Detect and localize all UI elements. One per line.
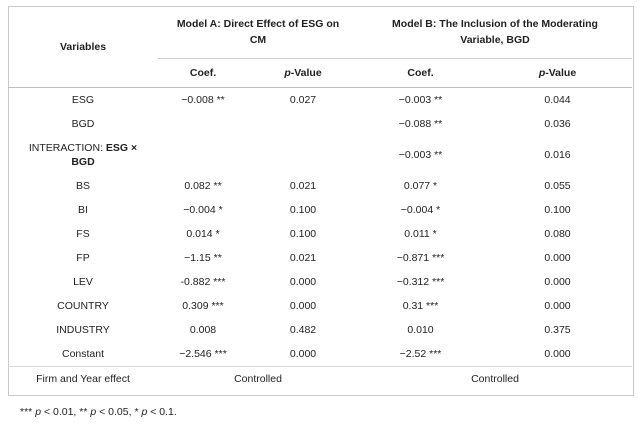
b-pvalue-cell: 0.000 (544, 348, 571, 360)
a-pvalue-cell: 0.100 (289, 204, 317, 216)
b-pvalue-cell: 0.016 (544, 149, 571, 161)
b-coef-cell: −0.871 *** (396, 252, 445, 264)
b-effects-cell: Controlled (358, 366, 632, 391)
a-pvalue-cell: 0.000 (289, 276, 317, 288)
table-row: INDUSTRY 0.008 0.482 0.010 0.375 (8, 318, 632, 342)
row-variable: INTERACTION: ESG × BGD (28, 142, 138, 168)
b-coef-cell: −2.52 *** (399, 348, 442, 360)
table-row: BS 0.082 ** 0.021 0.077 * 0.055 (8, 174, 632, 198)
a-pvalue-cell: 0.100 (289, 228, 317, 240)
a-coef-cell: −1.15 ** (184, 252, 222, 264)
table-row: FP −1.15 ** 0.021 −0.871 *** 0.000 (8, 246, 632, 270)
row-variable: BS (75, 180, 90, 192)
a-coef-cell: 0.014 * (186, 228, 220, 240)
a-pvalue-cell: 0.027 (289, 94, 317, 106)
b-pvalue-cell: 0.375 (544, 324, 571, 336)
a-pvalue-cell: 0.021 (289, 180, 317, 192)
a-coef-cell (158, 112, 248, 136)
header-model-b: Model B: The Inclusion of the Moderating… (358, 6, 632, 59)
row-variable: INDUSTRY (56, 324, 110, 336)
a-pvalue-cell (248, 136, 358, 174)
b-pvalue-cell: 0.055 (544, 180, 571, 192)
table-row: FS 0.014 * 0.100 0.011 * 0.080 (8, 222, 632, 246)
a-coef-cell (158, 136, 248, 174)
b-coef-cell: −0.088 ** (398, 118, 443, 130)
a-coef-cell: 0.008 (189, 324, 217, 336)
header-variables: Variables (8, 6, 158, 88)
b-coef-cell: −0.312 *** (396, 276, 445, 288)
a-coef-cell: -0.882 *** (180, 276, 226, 288)
table-row: ESG −0.008 ** 0.027 −0.003 ** 0.044 (8, 88, 632, 113)
header-b-pvalue: p-Value (483, 58, 632, 88)
row-variable: FP (76, 252, 90, 264)
header-b-coef: Coef. (358, 58, 483, 88)
a-pvalue-cell: 0.021 (289, 252, 317, 264)
significance-footnote: *** p < 0.01, ** p < 0.05, * p < 0.1. (20, 406, 177, 418)
a-coef-cell: −0.008 ** (181, 94, 225, 106)
table-row: Constant −2.546 *** 0.000 −2.52 *** 0.00… (8, 342, 632, 367)
a-coef-cell: −0.004 * (183, 204, 223, 216)
header-a-pvalue: p-Value (248, 58, 358, 88)
table-row: BI −0.004 * 0.100 −0.004 * 0.100 (8, 198, 632, 222)
row-variable: BGD (71, 118, 95, 130)
b-coef-cell: −0.003 ** (398, 149, 443, 161)
row-variable: COUNTRY (57, 300, 109, 312)
b-pvalue-cell: 0.100 (544, 204, 571, 216)
header-model-a: Model A: Direct Effect of ESG on CM (158, 6, 358, 59)
a-pvalue-cell (248, 112, 358, 136)
row-variable: Constant (61, 348, 105, 360)
a-coef-cell: 0.082 ** (184, 180, 222, 192)
header-a-coef: Coef. (158, 58, 248, 88)
b-pvalue-cell: 0.080 (544, 228, 571, 240)
b-pvalue-cell: 0.044 (544, 94, 571, 106)
b-coef-cell: 0.077 * (403, 180, 438, 192)
b-pvalue-cell: 0.000 (544, 300, 571, 312)
a-coef-cell: −2.546 *** (179, 348, 227, 360)
a-pvalue-cell: 0.000 (289, 348, 317, 360)
b-pvalue-cell: 0.036 (544, 118, 571, 130)
table-row: INTERACTION: ESG × BGD −0.003 ** 0.016 (8, 136, 632, 174)
row-variable: Firm and Year effect (8, 366, 158, 391)
table-row: COUNTRY 0.309 *** 0.000 0.31 *** 0.000 (8, 294, 632, 318)
a-pvalue-cell: 0.000 (289, 300, 317, 312)
row-variable: ESG (71, 94, 95, 106)
row-variable: LEV (73, 276, 93, 288)
a-effects-cell: Controlled (158, 366, 358, 391)
table-row: LEV -0.882 *** 0.000 −0.312 *** 0.000 (8, 270, 632, 294)
b-coef-cell: −0.003 ** (398, 94, 443, 106)
table-row-effects: Firm and Year effect Controlled Controll… (8, 366, 632, 391)
b-coef-cell: 0.010 (407, 324, 434, 336)
a-pvalue-cell: 0.482 (289, 324, 317, 336)
row-variable: BI (78, 204, 88, 216)
b-coef-cell: 0.011 * (404, 228, 437, 240)
b-pvalue-cell: 0.000 (544, 276, 571, 288)
regression-table: Variables Model A: Direct Effect of ESG … (8, 6, 632, 391)
row-variable: FS (76, 228, 90, 240)
b-pvalue-cell: 0.000 (544, 252, 571, 264)
b-coef-cell: −0.004 * (400, 204, 441, 216)
table-row: BGD −0.088 ** 0.036 (8, 112, 632, 136)
a-coef-cell: 0.309 *** (182, 300, 224, 312)
b-coef-cell: 0.31 *** (402, 300, 439, 312)
